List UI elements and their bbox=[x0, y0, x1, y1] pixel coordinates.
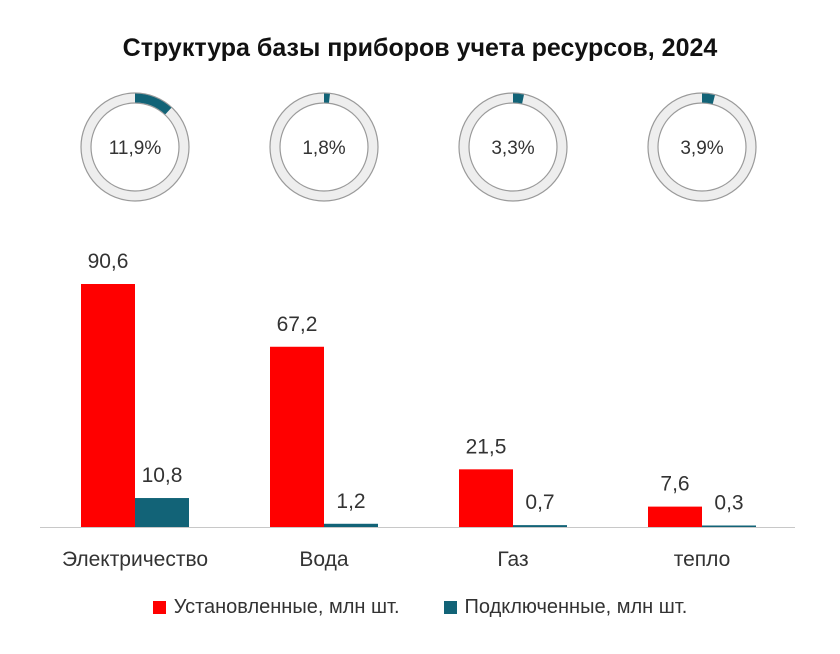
bar-installed-2 bbox=[459, 469, 513, 527]
bar-connected-1 bbox=[324, 523, 378, 527]
bar-installed-3 bbox=[648, 506, 702, 527]
donut-inner-ring-1 bbox=[279, 102, 369, 192]
donut-label-1: 1,8% bbox=[302, 138, 345, 159]
data-label-connected-1: 1,2 bbox=[336, 490, 365, 513]
bar-installed-1 bbox=[270, 346, 324, 527]
donut-segment-1 bbox=[270, 93, 378, 201]
bar-connected-0 bbox=[135, 498, 189, 527]
donut-segment-2 bbox=[459, 93, 567, 201]
x-tick-label-3: тепло bbox=[674, 548, 731, 571]
x-tick-label-1: Вода bbox=[299, 548, 348, 571]
donut-label-0: 11,9% bbox=[109, 138, 162, 159]
donut-inner-ring-2 bbox=[468, 102, 558, 192]
data-label-connected-3: 0,3 bbox=[714, 492, 743, 515]
data-label-installed-3: 7,6 bbox=[660, 473, 689, 496]
bar-installed-0 bbox=[81, 284, 135, 527]
data-label-installed-1: 67,2 bbox=[277, 313, 318, 336]
legend-item-connected: Подключенные, млн шт. bbox=[443, 596, 688, 619]
donut-outer-ring-2 bbox=[458, 92, 568, 202]
legend-swatch-installed bbox=[152, 601, 166, 614]
donut-outer-ring-1 bbox=[269, 92, 379, 202]
donut-label-3: 3,9% bbox=[680, 138, 723, 159]
donut-outer-ring-0 bbox=[80, 92, 190, 202]
legend-swatch-connected bbox=[443, 601, 457, 614]
legend-label-installed: Установленные, млн шт. bbox=[173, 596, 400, 618]
x-tick-label-2: Газ bbox=[497, 548, 528, 571]
chart-title: Структура базы приборов учета ресурсов, … bbox=[122, 34, 718, 62]
donut-outer-ring-3 bbox=[647, 92, 757, 202]
legend-item-installed: Установленные, млн шт. bbox=[152, 596, 400, 619]
data-label-connected-2: 0,7 bbox=[525, 491, 554, 514]
donut-label-2: 3,3% bbox=[491, 138, 534, 159]
donut-inner-ring-0 bbox=[90, 102, 180, 192]
data-label-installed-0: 90,6 bbox=[88, 250, 129, 273]
donut-segment-0 bbox=[81, 93, 189, 201]
data-label-installed-2: 21,5 bbox=[466, 435, 507, 458]
legend-label-connected: Подключенные, млн шт. bbox=[464, 596, 688, 618]
x-tick-label-0: Электричество bbox=[62, 548, 208, 571]
data-label-connected-0: 10,8 bbox=[142, 464, 183, 487]
donut-inner-ring-3 bbox=[657, 102, 747, 192]
donut-segment-3 bbox=[648, 93, 756, 201]
bar-connected-2 bbox=[513, 525, 567, 527]
bar-connected-3 bbox=[702, 525, 756, 527]
legend: Установленные, млн шт. Подключенные, млн… bbox=[0, 596, 840, 619]
